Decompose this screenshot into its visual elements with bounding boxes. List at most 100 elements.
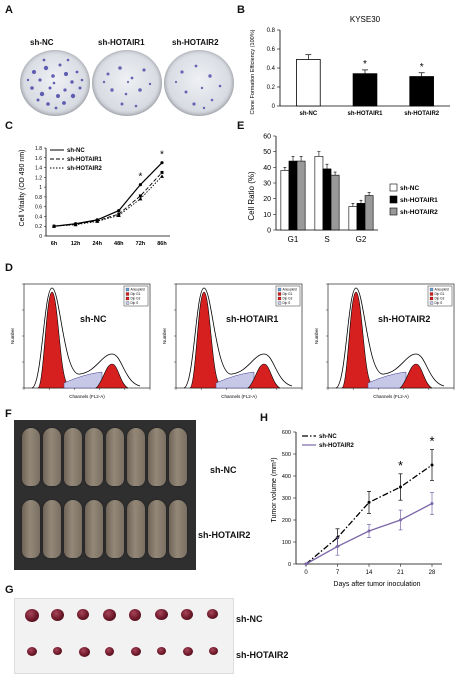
legend-label: sh-NC bbox=[67, 148, 85, 154]
tumor bbox=[155, 609, 168, 620]
data-point bbox=[336, 544, 339, 548]
y-tick-label: 1.8 bbox=[35, 146, 42, 152]
tumor bbox=[129, 609, 141, 621]
histogram-envelope bbox=[335, 287, 445, 389]
histogram-sh-hotair2: Aneuploid Dip G1 Dip G2 Dip S Channels (FL2-… bbox=[312, 276, 462, 404]
legend-label: Aneuploid bbox=[435, 288, 449, 292]
legend-label: Aneuploid bbox=[283, 288, 297, 292]
data-point bbox=[52, 224, 56, 228]
y-tick-label: 100 bbox=[282, 540, 291, 546]
x-tick-label: 12h bbox=[71, 241, 81, 247]
panel-label-d: D bbox=[5, 262, 13, 274]
tumor bbox=[131, 647, 141, 656]
chart-c: Cell Vitality (OD 490 nm) 0 0.2 0.4 0.6 0.8 1… bbox=[19, 146, 170, 247]
y-tick-label: 0 bbox=[39, 234, 42, 240]
legend-label: sh-HOTAIR2 bbox=[400, 209, 438, 216]
chart-b-plot: 0 0.2 0.4 0.6 0.8 sh-NC sh-HOTAIR1 * sh-HOTAIR2 * bbox=[267, 28, 450, 117]
x-tick-label: 7 bbox=[336, 570, 340, 576]
tumors-photo bbox=[14, 598, 234, 674]
legend-swatch bbox=[389, 183, 398, 192]
mouse bbox=[64, 500, 82, 558]
bar bbox=[409, 76, 434, 107]
data-point bbox=[73, 222, 78, 227]
panel-label-b: B bbox=[237, 4, 245, 16]
legend-label: sh-HOTAIR1 bbox=[67, 157, 103, 163]
y-tick-label: 0.6 bbox=[35, 205, 42, 211]
tumor bbox=[53, 647, 62, 655]
tumor bbox=[77, 609, 89, 620]
tumor bbox=[183, 647, 193, 656]
legend-swatch bbox=[277, 292, 282, 296]
bar bbox=[296, 59, 321, 107]
mouse bbox=[22, 428, 40, 486]
data-point bbox=[430, 463, 434, 467]
y-axis-label: Number bbox=[314, 328, 319, 345]
g2-peak bbox=[247, 363, 281, 389]
legend-label: Dip G2 bbox=[435, 297, 445, 301]
a-label-sh-hotair1: sh-HOTAIR1 bbox=[98, 38, 145, 47]
y-tick-label: 40 bbox=[263, 165, 271, 172]
bar bbox=[314, 156, 324, 231]
data-point bbox=[95, 219, 100, 223]
chart-b: KYSE30 Clone Formation Efficiency (100%)… bbox=[250, 15, 450, 117]
series-line bbox=[53, 162, 163, 227]
chart-h: Tumor volume (mm³) Days after tumor inoc… bbox=[271, 430, 442, 588]
legend-swatch bbox=[429, 287, 434, 292]
legend-swatch bbox=[277, 296, 282, 301]
y-tick-label: 1.6 bbox=[35, 156, 42, 162]
colony-dots bbox=[26, 58, 84, 110]
y-tick-label: 0 bbox=[267, 228, 271, 235]
chart-e-ylabel: Cell Ratio (%) bbox=[247, 171, 256, 221]
bar bbox=[322, 168, 332, 231]
x-tick-label: 86h bbox=[157, 241, 167, 247]
chart-b-ylabel: Clone Formation Efficiency (100%) bbox=[250, 29, 256, 114]
tumor bbox=[103, 609, 116, 621]
y-tick-label: 0.8 bbox=[35, 195, 42, 201]
y-axis-label: Number bbox=[10, 328, 15, 345]
mouse bbox=[127, 500, 145, 558]
panel-label-f: F bbox=[5, 408, 12, 420]
y-axis-label: Number bbox=[162, 328, 167, 345]
legend-label: Dip G1 bbox=[131, 292, 141, 296]
legend-swatch bbox=[125, 296, 130, 301]
d-label-sh-hotair2: sh-HOTAIR2 bbox=[378, 314, 431, 324]
x-tick-label: 72h bbox=[136, 241, 146, 247]
legend-swatch bbox=[125, 292, 130, 296]
y-tick-label: 300 bbox=[282, 496, 291, 502]
g1-peak bbox=[37, 291, 69, 389]
x-tick-label: 21 bbox=[397, 570, 404, 576]
panel-label-e: E bbox=[237, 120, 245, 132]
mice-photo bbox=[14, 420, 196, 570]
colony-dish-sh-nc bbox=[20, 50, 90, 116]
legend-swatch bbox=[429, 296, 434, 301]
legend-label: sh-HOTAIR2 bbox=[319, 443, 355, 449]
bar bbox=[352, 73, 378, 107]
s-phase-area bbox=[63, 371, 103, 389]
f-label-sh-hotair2: sh-HOTAIR2 bbox=[198, 530, 251, 540]
y-tick-label: 0 bbox=[272, 104, 276, 110]
g2-peak bbox=[399, 363, 433, 389]
x-tick-label: 48h bbox=[114, 241, 124, 247]
y-tick-label: 60 bbox=[263, 134, 271, 141]
y-tick-label: 20 bbox=[263, 196, 271, 203]
bar bbox=[348, 206, 358, 231]
significance-mark: * bbox=[363, 59, 367, 70]
colony-dish-sh-hotair1 bbox=[92, 50, 162, 116]
tumor bbox=[181, 609, 193, 620]
tumor bbox=[51, 609, 64, 621]
tumor bbox=[207, 609, 218, 619]
mouse bbox=[64, 428, 82, 486]
x-axis-label: Channels (FL2-A) bbox=[221, 394, 257, 399]
data-point bbox=[367, 529, 371, 533]
legend-swatch bbox=[125, 301, 130, 305]
bar bbox=[296, 160, 306, 231]
y-tick-label: 0.4 bbox=[35, 214, 42, 220]
series-line bbox=[305, 464, 433, 565]
chart-h-plot: 0 100 200 300 400 500 600 0 7 14 21 28 sh-NC sh-HOTAI… bbox=[282, 430, 442, 576]
significance-mark: * bbox=[429, 434, 434, 449]
x-tick-label: 6h bbox=[51, 241, 58, 247]
data-point bbox=[160, 174, 164, 178]
x-tick-label: G1 bbox=[288, 235, 299, 244]
